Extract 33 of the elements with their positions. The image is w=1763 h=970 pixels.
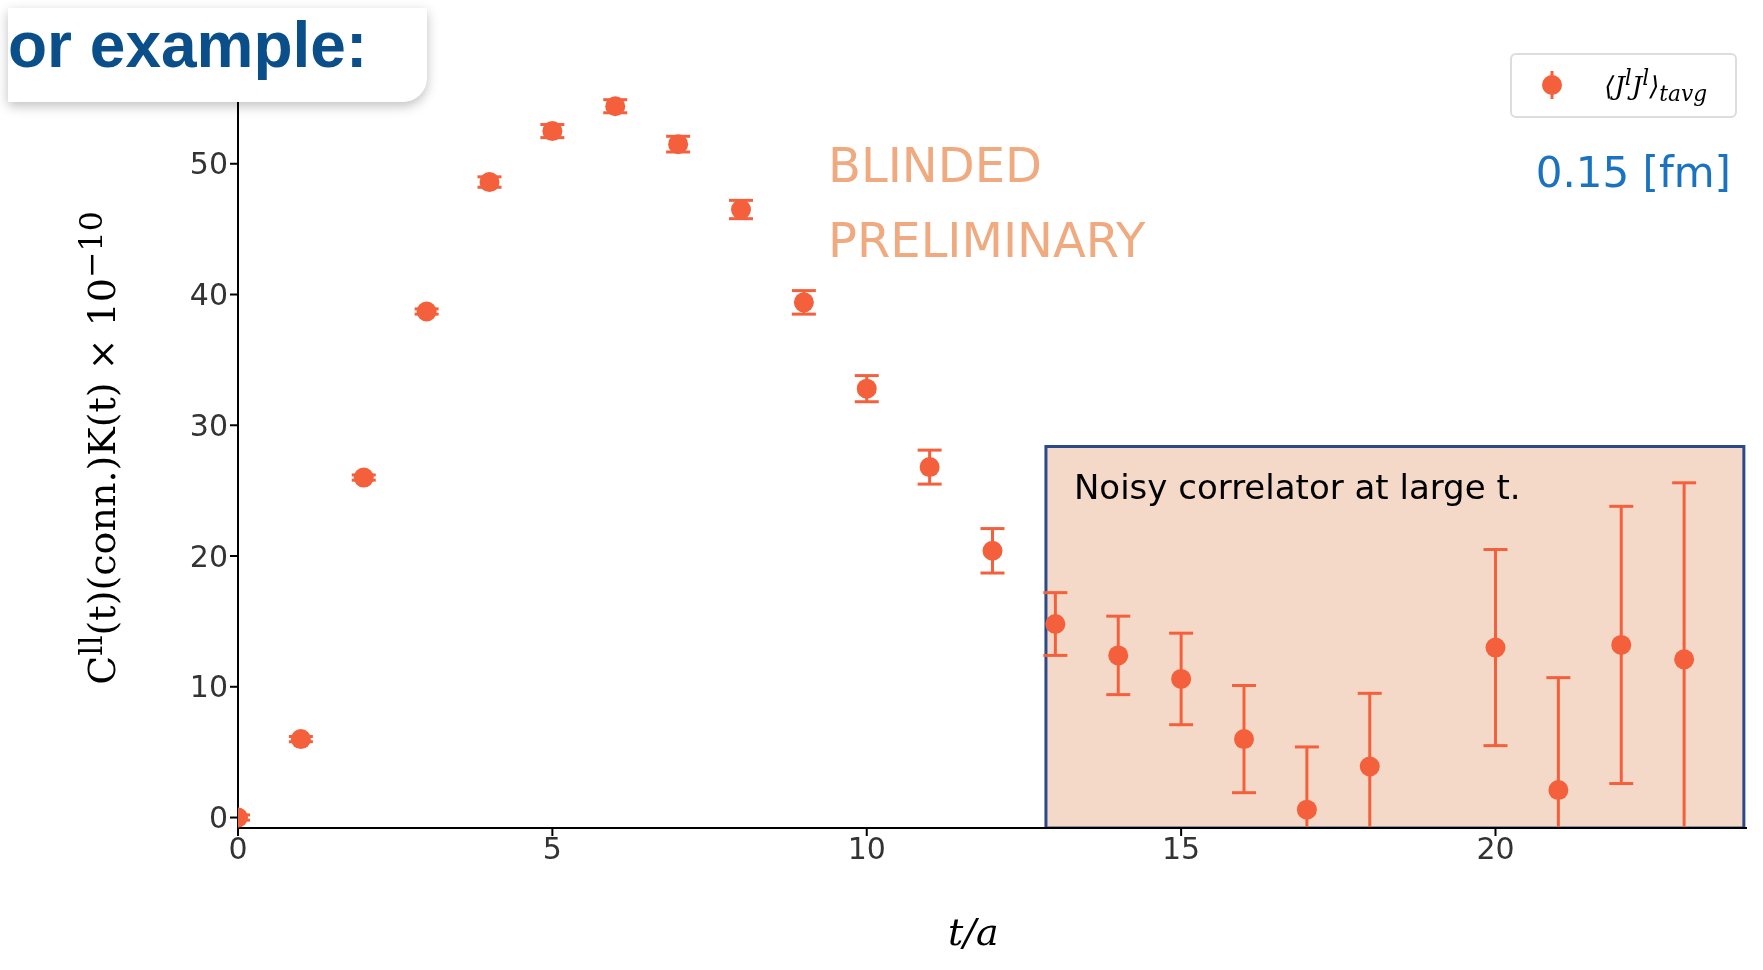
point [1548, 780, 1569, 801]
x-tick-label: 20 [1476, 831, 1515, 867]
point [416, 301, 437, 322]
y-tick-label: 0 [208, 800, 228, 836]
y-tick-label: 40 [189, 277, 228, 313]
band-label: Noisy correlator at large t. [1073, 466, 1521, 507]
annotation: or example: [8, 9, 368, 81]
annotation: 0.15 [fm] [1535, 148, 1731, 197]
legend-label: ⟨J$^{l}$J$^{l}$⟩$_{tavg}$ [1604, 65, 1707, 106]
point [1171, 668, 1192, 689]
point [479, 172, 500, 193]
point [919, 457, 940, 478]
y-tick-label: 50 [189, 146, 228, 182]
point [1296, 799, 1317, 820]
point [982, 540, 1003, 561]
point [1045, 614, 1066, 635]
x-axis-title: t/a [948, 910, 999, 954]
y-tick-label: 20 [189, 538, 228, 574]
point [1674, 649, 1695, 670]
point [856, 378, 877, 399]
x-tick-label: 5 [542, 831, 562, 867]
point [1359, 756, 1380, 777]
x-tick-label: 10 [847, 831, 886, 867]
y-tick-label: 30 [189, 407, 228, 443]
point [1611, 634, 1632, 655]
x-tick-label: 15 [1162, 831, 1201, 867]
y-tick-label: 10 [189, 669, 228, 705]
point [1234, 729, 1254, 750]
annotation: BLINDED PRELIMINARY [828, 137, 1146, 268]
point [353, 467, 374, 488]
point [290, 729, 311, 750]
point [1485, 637, 1506, 658]
point [1108, 645, 1129, 666]
